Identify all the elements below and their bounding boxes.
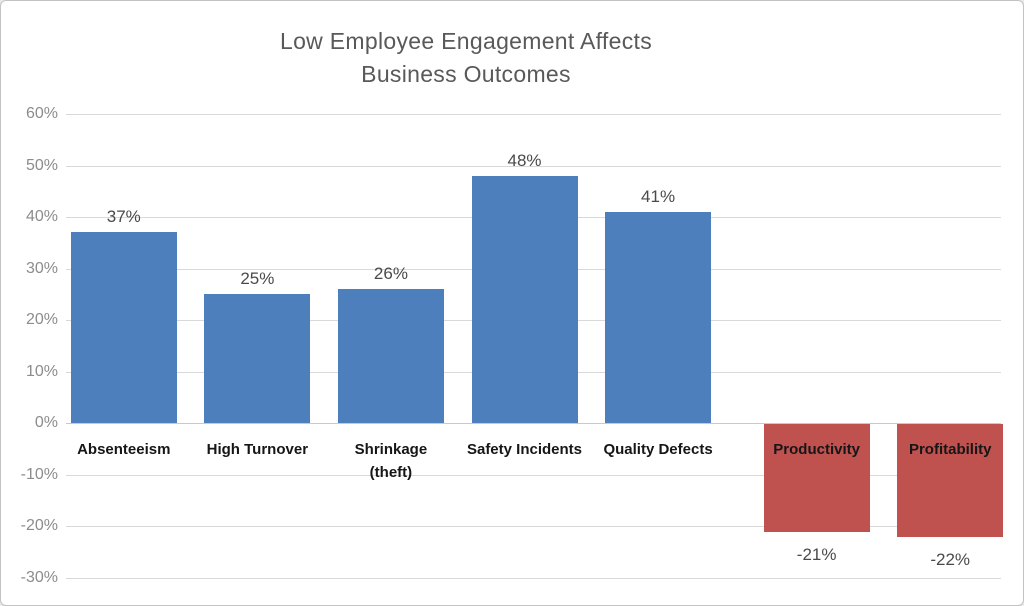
bar-safety-incidents xyxy=(471,175,578,423)
data-label: 26% xyxy=(373,264,408,284)
chart-title: Low Employee Engagement Affects Business… xyxy=(1,25,931,91)
category-label-line: (theft) xyxy=(369,464,413,481)
bar-quality-defects xyxy=(605,211,712,423)
category-label: Quality Defects xyxy=(583,438,733,461)
y-axis-tick-label: -20% xyxy=(20,517,58,534)
gridline--20% xyxy=(66,526,1001,527)
category-label-line: Profitability xyxy=(908,441,992,458)
bar-productivity xyxy=(763,424,870,533)
category-label: Absenteeism xyxy=(49,438,199,461)
y-axis-tick-label: 40% xyxy=(25,208,58,225)
category-label-line: Safety Incidents xyxy=(466,441,583,458)
gridline-50% xyxy=(66,165,1001,167)
y-axis-tick-label: 0% xyxy=(34,414,58,431)
bar-shrinkage-theft- xyxy=(337,289,444,423)
gridline-60% xyxy=(66,114,1001,115)
category-label: High Turnover xyxy=(182,438,332,461)
y-axis-tick-label: 60% xyxy=(25,105,58,122)
y-axis-tick-label: 10% xyxy=(25,362,58,380)
data-label: -21% xyxy=(796,545,837,565)
category-label-line: Productivity xyxy=(773,441,860,458)
y-axis-tick-label: -30% xyxy=(20,568,58,586)
bar-high-turnover xyxy=(204,294,311,423)
gridline-0% xyxy=(66,423,1001,424)
gridline--30% xyxy=(66,577,1001,579)
data-label: 41% xyxy=(641,186,676,206)
data-label: 48% xyxy=(507,150,542,170)
y-axis-tick-label: 30% xyxy=(25,259,58,277)
category-label: Productivity xyxy=(742,438,892,461)
bar-absenteeism xyxy=(70,232,177,423)
y-axis-tick-label: 50% xyxy=(25,156,58,174)
category-label: Shrinkage (theft) xyxy=(316,438,466,484)
bar-profitability xyxy=(897,424,1004,538)
data-label: -22% xyxy=(930,550,971,570)
category-label: Profitability xyxy=(875,438,1023,461)
category-label-line: Absenteeism xyxy=(77,441,171,458)
chart-title-line-2: Business Outcomes xyxy=(361,61,571,87)
category-label-line: High Turnover xyxy=(206,441,309,458)
y-axis-tick-label: 20% xyxy=(25,311,58,328)
y-axis-tick-label: -10% xyxy=(20,465,58,483)
data-label: 37% xyxy=(106,207,141,227)
chart-title-line-1: Low Employee Engagement Affects xyxy=(280,28,652,54)
data-label: 25% xyxy=(240,269,275,289)
category-label: Safety Incidents xyxy=(450,438,600,461)
gridline--10% xyxy=(66,474,1001,476)
category-label-line: Quality Defects xyxy=(603,441,713,458)
category-label-line: Shrinkage xyxy=(354,441,428,458)
